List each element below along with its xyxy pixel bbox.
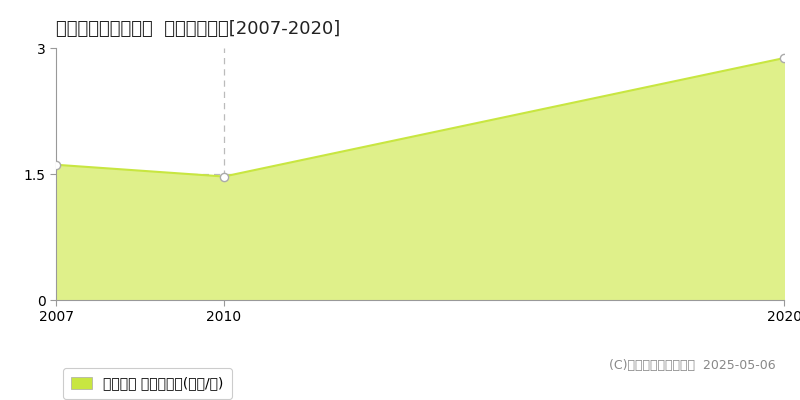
Text: (C)土地価格ドットコム  2025-05-06: (C)土地価格ドットコム 2025-05-06 (610, 359, 776, 372)
Point (218, 173, 230, 180)
Point (50, 162, 62, 168)
Legend: 土地価格 平均坪単価(万円/坪): 土地価格 平均坪単価(万円/坪) (63, 368, 232, 399)
Point (778, 55, 790, 61)
Text: 中新川郡上市町横越  土地価格推移[2007-2020]: 中新川郡上市町横越 土地価格推移[2007-2020] (56, 20, 340, 38)
